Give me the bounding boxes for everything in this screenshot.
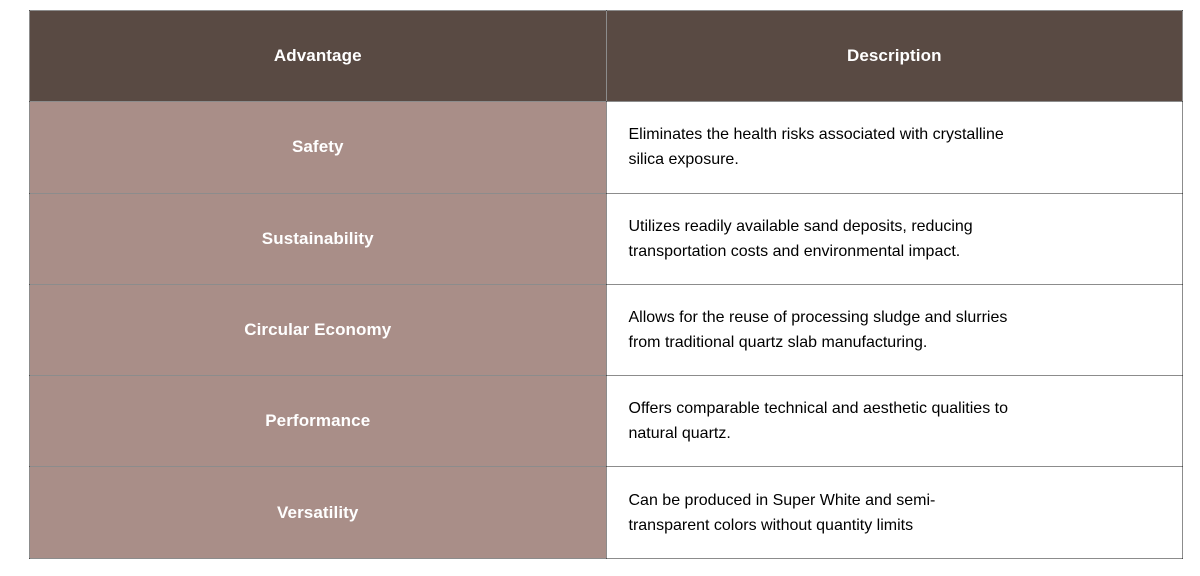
description-cell: Allows for the reuse of processing sludg… bbox=[605, 283, 1183, 377]
advantage-cell: Performance bbox=[29, 375, 607, 468]
header-row: Advantage Description bbox=[29, 9, 1183, 103]
advantage-cell: Versatility bbox=[29, 466, 607, 559]
advantage-cell: Safety bbox=[29, 101, 607, 194]
table-row: Performance Offers comparable technical … bbox=[29, 375, 1183, 468]
table-row: Sustainability Utilizes readily availabl… bbox=[29, 192, 1183, 285]
table-row: Versatility Can be produced in Super Whi… bbox=[29, 466, 1183, 559]
advantages-table: Advantage Description Safety Eliminates … bbox=[29, 9, 1183, 559]
column-header-advantage: Advantage bbox=[29, 9, 607, 103]
table-row: Circular Economy Allows for the reuse of… bbox=[29, 283, 1183, 377]
advantage-cell: Sustainability bbox=[29, 192, 607, 285]
advantage-cell: Circular Economy bbox=[29, 283, 607, 377]
column-header-description: Description bbox=[605, 9, 1183, 103]
description-cell: Utilizes readily available sand deposits… bbox=[605, 192, 1183, 285]
advantages-table-container: Advantage Description Safety Eliminates … bbox=[29, 9, 1183, 559]
description-cell: Eliminates the health risks associated w… bbox=[605, 101, 1183, 194]
table-header: Advantage Description bbox=[29, 9, 1183, 103]
table-body: Safety Eliminates the health risks assoc… bbox=[29, 101, 1183, 559]
description-cell: Can be produced in Super White and semi-… bbox=[605, 466, 1183, 559]
table-row: Safety Eliminates the health risks assoc… bbox=[29, 101, 1183, 194]
description-cell: Offers comparable technical and aestheti… bbox=[605, 375, 1183, 468]
